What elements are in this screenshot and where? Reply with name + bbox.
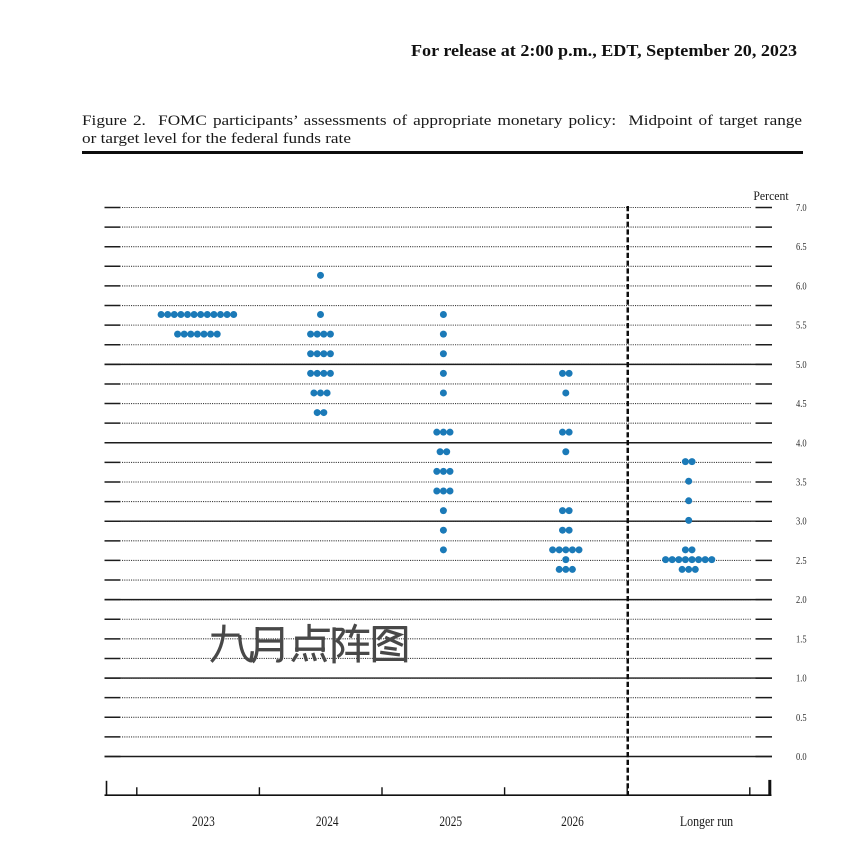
svg-text:2026: 2026: [561, 813, 584, 830]
svg-text:2.0: 2.0: [796, 594, 807, 606]
svg-text:1.0: 1.0: [796, 673, 807, 685]
svg-text:2024: 2024: [316, 813, 339, 830]
svg-text:4.5: 4.5: [796, 398, 807, 410]
svg-text:0.5: 0.5: [796, 712, 807, 724]
svg-text:5.5: 5.5: [796, 320, 807, 332]
svg-text:2023: 2023: [192, 813, 215, 830]
svg-text:Percent: Percent: [753, 189, 789, 203]
svg-text:0.0: 0.0: [796, 751, 807, 763]
svg-text:1.5: 1.5: [796, 633, 807, 645]
svg-text:3.5: 3.5: [796, 477, 807, 489]
svg-text:2025: 2025: [439, 813, 462, 830]
svg-text:2.5: 2.5: [796, 555, 807, 567]
svg-text:6.5: 6.5: [796, 241, 807, 253]
svg-text:6.0: 6.0: [796, 281, 807, 293]
svg-text:3.0: 3.0: [796, 516, 807, 528]
svg-text:4.0: 4.0: [796, 437, 807, 449]
svg-text:7.0: 7.0: [796, 202, 807, 214]
svg-text:5.0: 5.0: [796, 359, 807, 371]
svg-text:Longer run: Longer run: [680, 813, 734, 829]
